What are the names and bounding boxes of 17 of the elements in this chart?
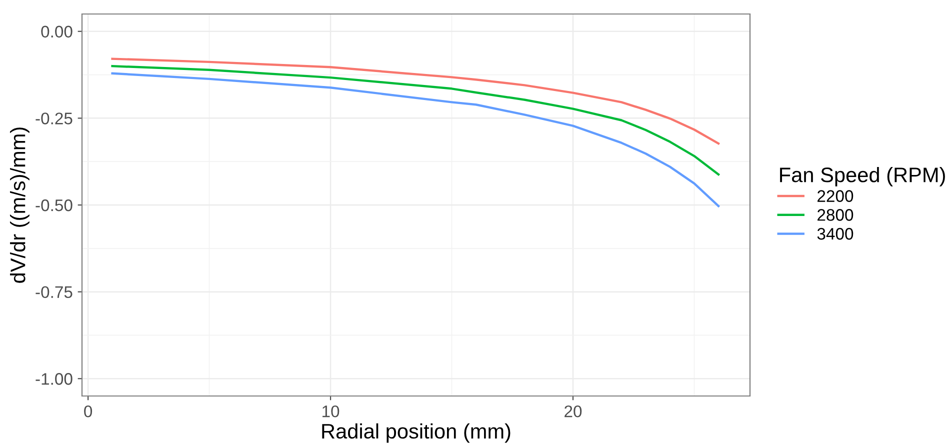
legend-label: 3400 bbox=[817, 228, 854, 240]
y-tick-label: -0.75 bbox=[36, 286, 72, 298]
x-tick-label: 0 bbox=[84, 405, 92, 418]
x-tick-label: 20 bbox=[564, 405, 582, 418]
y-axis-title: dV/dr ((m/s)/mm) bbox=[10, 128, 30, 283]
legend-label: 2800 bbox=[818, 209, 854, 221]
line-series bbox=[111, 64, 720, 176]
y-tick-label: -1.00 bbox=[36, 373, 72, 385]
line-series bbox=[111, 72, 720, 208]
x-tick-label: 10 bbox=[322, 405, 340, 418]
legend-title: Fan Speed (RPM) bbox=[780, 166, 945, 186]
legend-label: 2200 bbox=[818, 190, 854, 202]
x-axis-title: Radial position (mm) bbox=[322, 423, 510, 443]
y-tick-label: -0.25 bbox=[36, 112, 72, 124]
y-tick-label: 0.00 bbox=[41, 26, 72, 38]
line-series bbox=[111, 58, 720, 145]
y-tick-label: -0.50 bbox=[36, 199, 72, 212]
